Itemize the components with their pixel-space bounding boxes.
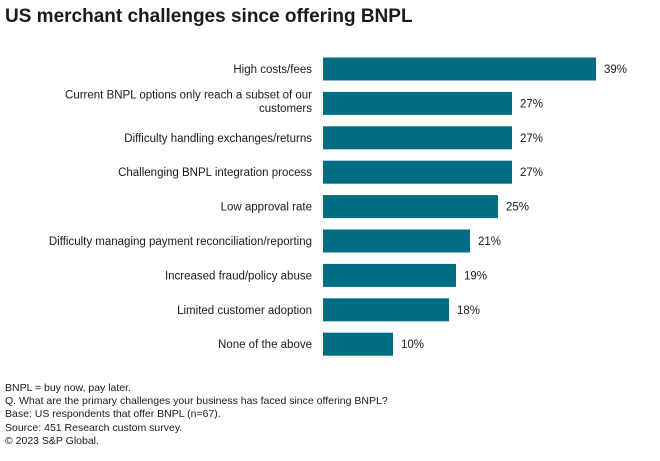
bar-value-label-2: 27% [520,98,543,110]
bar-chart: 39% High costs/fees 27% Current BNPL option… [49,57,627,356]
bar-9 [323,332,393,356]
category-label-3: Difficulty handling exchanges/returns [124,133,312,145]
category-label-4: Challenging BNPL integration process [118,167,312,179]
bar-1 [323,57,596,81]
category-label-2: Current BNPL options only reach a subset… [65,90,312,116]
category-label-7: Increased fraud/policy abuse [165,270,312,282]
bar-value-label-3: 27% [520,133,543,145]
bar-value-label-6: 21% [478,236,501,248]
bar-value-label-1: 39% [604,64,627,76]
footnote-copyright: © 2023 S&P Global. [5,434,99,447]
bar-value-label-8: 18% [457,305,480,317]
bar-5 [323,195,498,219]
category-label-1: High costs/fees [233,64,312,76]
chart-title: US merchant challenges since offering BN… [5,6,413,27]
bar-7 [323,263,456,287]
category-label-6: Difficulty managing payment reconciliati… [49,236,312,248]
bar-3 [323,126,512,150]
bar-2 [323,91,512,115]
bar-value-label-9: 10% [401,339,424,351]
category-label-8: Limited customer adoption [177,305,312,317]
chart-footnotes: BNPL = buy now, pay later. Q. What are t… [5,382,388,448]
footnote-base: Base: US respondents that offer BNPL (n=… [5,408,221,421]
category-label-5: Low approval rate [221,202,312,214]
footnote-definition: BNPL = buy now, pay later. [5,382,131,394]
bar-8 [323,298,449,322]
bar-value-label-5: 25% [506,202,529,214]
footnote-question: Q. What are the primary challenges your … [5,395,388,408]
bar-6 [323,229,470,253]
footnote-source: Source: 451 Research custom survey. [5,421,183,434]
bar-value-label-4: 27% [520,167,543,179]
category-label-9: None of the above [218,339,312,351]
bar-value-label-7: 19% [464,270,487,282]
bar-4 [323,160,512,184]
